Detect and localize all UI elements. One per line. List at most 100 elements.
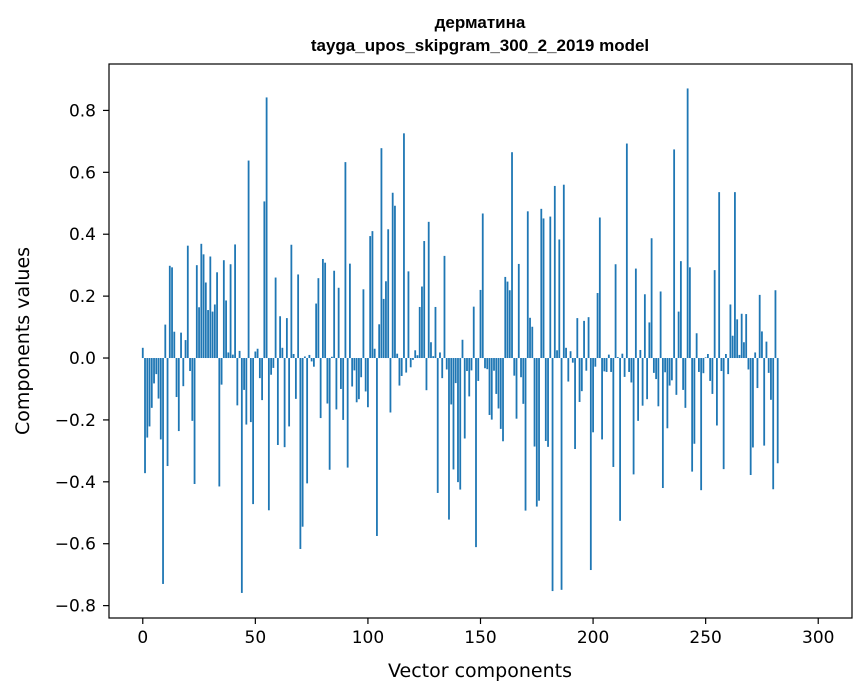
y-tick-label: −0.4: [55, 473, 96, 493]
x-tick-label: 0: [137, 628, 148, 648]
bar: [425, 358, 428, 391]
bar: [605, 358, 608, 372]
bar: [727, 358, 730, 375]
bar: [493, 358, 495, 371]
bar: [497, 358, 500, 409]
bar: [598, 217, 601, 359]
bar: [558, 239, 561, 359]
bar: [175, 358, 178, 398]
bar: [639, 349, 642, 359]
bar: [515, 358, 518, 419]
bar: [531, 326, 534, 359]
bar: [180, 332, 182, 359]
bar: [693, 358, 696, 444]
bar: [376, 358, 378, 536]
bar: [585, 358, 588, 371]
bar: [416, 355, 419, 359]
bar: [594, 358, 597, 367]
bar: [670, 358, 673, 381]
bar: [276, 358, 279, 445]
bar: [583, 320, 585, 359]
y-tick-label: 0.8: [69, 101, 96, 121]
bar: [430, 342, 432, 359]
bar: [650, 238, 653, 359]
y-tick-label: 0.4: [69, 225, 96, 245]
bar: [529, 317, 531, 359]
bar: [369, 236, 372, 359]
bar: [274, 277, 277, 359]
bar: [236, 358, 239, 406]
bar: [673, 149, 676, 359]
bar: [220, 358, 223, 385]
bar: [752, 358, 754, 448]
x-tick-label: 300: [802, 628, 834, 648]
bar: [265, 97, 268, 359]
bar: [612, 358, 615, 467]
bar: [405, 358, 408, 373]
bar: [754, 352, 757, 359]
bar: [490, 358, 493, 420]
bar: [553, 185, 556, 359]
bar: [200, 243, 203, 359]
bar: [306, 358, 309, 484]
bar: [763, 358, 766, 446]
bar: [364, 358, 367, 392]
bar: [772, 358, 775, 490]
bar: [776, 358, 779, 464]
bar: [432, 356, 435, 359]
bar: [150, 358, 153, 408]
bar: [301, 358, 304, 527]
bar: [168, 265, 171, 359]
bar: [729, 304, 732, 359]
bar: [290, 244, 293, 359]
x-tick-label: 150: [464, 628, 496, 648]
bar: [709, 358, 712, 381]
bar: [353, 358, 356, 371]
bar: [225, 300, 227, 359]
x-tick-label: 250: [689, 628, 721, 648]
bar: [580, 358, 583, 392]
bar: [486, 358, 489, 370]
bar: [349, 263, 351, 359]
bar: [722, 358, 725, 470]
bar: [655, 358, 658, 380]
bar: [472, 306, 475, 359]
bar: [664, 358, 667, 373]
y-tick-label: 0.6: [69, 163, 96, 183]
bar: [436, 358, 439, 493]
bar: [716, 358, 718, 426]
bar: [648, 322, 651, 359]
bar: [387, 229, 390, 359]
bar: [222, 260, 225, 359]
bar: [621, 353, 624, 359]
bar: [326, 358, 329, 404]
bar: [495, 358, 498, 394]
bar: [261, 358, 263, 401]
bar: [342, 358, 345, 420]
bar: [506, 281, 509, 359]
bar: [371, 231, 374, 359]
bar: [578, 358, 581, 402]
bar: [227, 352, 230, 359]
bar: [398, 358, 401, 386]
bar: [355, 358, 358, 403]
bar: [610, 358, 612, 372]
bar: [164, 324, 167, 359]
bar: [385, 281, 387, 359]
bar: [434, 306, 437, 359]
bar: [263, 201, 266, 359]
bar: [198, 307, 200, 359]
bar: [574, 358, 576, 450]
bar: [141, 347, 144, 359]
bar: [346, 358, 349, 468]
bar: [698, 358, 700, 372]
bar: [682, 358, 685, 390]
bar: [312, 358, 315, 367]
bar: [423, 241, 426, 359]
bar: [324, 262, 327, 359]
bar: [603, 358, 606, 372]
bar: [684, 358, 687, 408]
bar: [337, 287, 340, 359]
bar: [718, 192, 721, 359]
bar: [362, 289, 365, 359]
